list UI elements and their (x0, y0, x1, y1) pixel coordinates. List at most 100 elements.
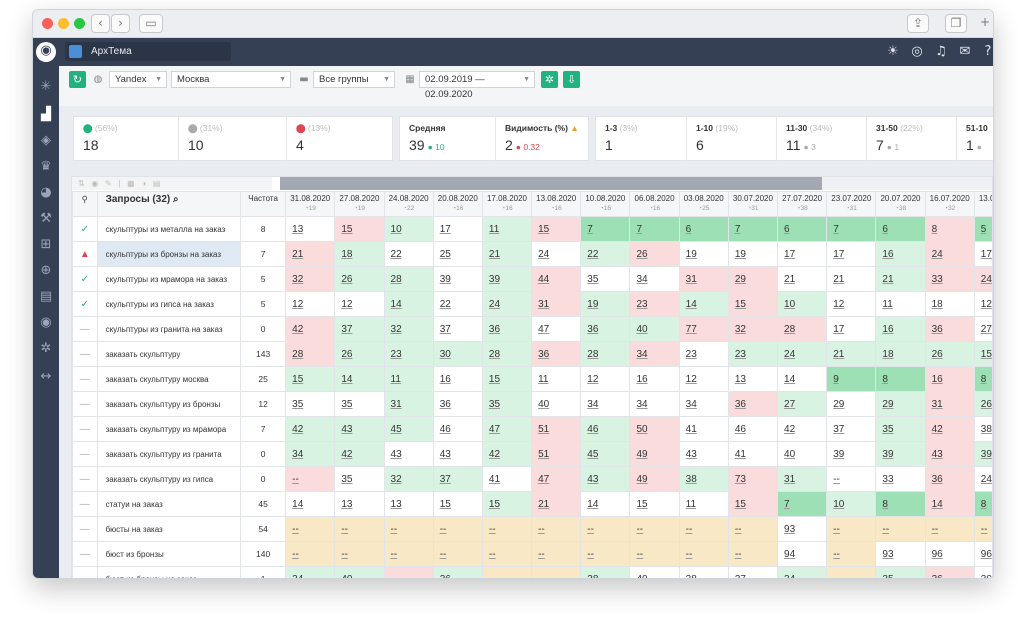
position-cell[interactable]: 16 (875, 241, 926, 267)
position-cell[interactable]: 14 (580, 491, 631, 517)
position-cell[interactable]: 12 (973, 291, 992, 317)
layers-icon[interactable]: ◈ (41, 133, 51, 148)
position-cell[interactable]: 38 (678, 566, 729, 578)
position-cell[interactable]: 42 (777, 416, 828, 442)
support-icon[interactable]: ⊕ (40, 263, 52, 278)
position-cell[interactable]: 16 (629, 366, 680, 392)
position-cell[interactable]: 25 (432, 241, 483, 267)
engine-select[interactable]: Yandex ▼ (109, 71, 167, 88)
date-column-header[interactable]: 06.08.2020 ◔16 (629, 191, 680, 217)
date-column-header[interactable]: 17.08.2020 ◔16 (481, 191, 533, 217)
position-cell[interactable]: 73 (727, 466, 779, 492)
position-cell[interactable]: 17 (432, 216, 483, 242)
position-cell[interactable]: 43 (580, 466, 631, 492)
position-cell[interactable]: 19 (727, 241, 779, 267)
position-cell[interactable]: 17 (826, 241, 877, 267)
position-cell[interactable]: 35 (334, 391, 385, 417)
position-cell[interactable]: 15 (531, 216, 582, 242)
date-column-header[interactable]: 20.08.2020 ◔16 (432, 191, 483, 217)
position-cell[interactable]: 42 (481, 441, 533, 467)
position-cell[interactable]: 14 (777, 366, 828, 392)
position-cell[interactable]: 51 (531, 441, 582, 467)
position-cell[interactable]: 8 (924, 216, 975, 242)
position-cell[interactable]: 49 (629, 466, 680, 492)
position-cell[interactable]: 21 (777, 266, 828, 292)
position-cell[interactable]: -- (481, 566, 533, 578)
position-cell[interactable]: 6 (777, 216, 828, 242)
position-cell[interactable]: 40 (777, 441, 828, 467)
position-cell[interactable]: 15 (432, 491, 483, 517)
date-column-header[interactable]: 27.07.2020 ◔38 (777, 191, 828, 217)
position-cell[interactable]: 37 (334, 316, 385, 342)
sidebar-toggle-icon[interactable]: ▭ (139, 14, 163, 33)
position-cell[interactable]: 40 (629, 566, 680, 578)
position-cell[interactable]: 28 (777, 316, 828, 342)
check-icon[interactable]: ✓ (72, 216, 98, 242)
position-cell[interactable]: 35 (875, 416, 926, 442)
position-cell[interactable]: 36 (924, 566, 975, 578)
position-cell[interactable]: 16 (875, 316, 926, 342)
position-cell[interactable]: 11 (383, 366, 434, 392)
date-column-header[interactable]: 10.08.2020 ◔16 (580, 191, 631, 217)
position-cell[interactable]: 35 (481, 391, 533, 417)
trophy-icon[interactable]: ♛ (40, 159, 52, 174)
position-cell[interactable]: 39 (432, 266, 483, 292)
maximize-window-dot[interactable] (74, 18, 85, 29)
position-cell[interactable]: -- (727, 541, 779, 567)
table-row[interactable]: — скульптуры из гранита на заказ 0 42 37 32 37… (72, 316, 992, 342)
position-cell[interactable]: -- (383, 566, 434, 578)
position-cell[interactable]: 11 (678, 491, 729, 517)
position-cell[interactable]: 17 (777, 241, 828, 267)
position-cell[interactable]: 45 (383, 416, 434, 442)
position-cell[interactable]: 36 (531, 341, 582, 367)
logo-icon[interactable]: ◉ (36, 42, 56, 62)
table-row[interactable]: — заказать скульптуру из мрамора 7 42 43 45 46… (72, 416, 992, 442)
table-row[interactable]: — заказать скульптуру из гипса 0 -- 35 32 37 41… (72, 466, 992, 492)
status-dash-icon[interactable]: — (72, 466, 98, 492)
position-cell[interactable]: 46 (432, 416, 483, 442)
position-cell[interactable]: 77 (678, 316, 729, 342)
position-cell[interactable]: 47 (481, 416, 533, 442)
position-cell[interactable]: 24 (924, 241, 975, 267)
position-cell[interactable]: 36 (924, 466, 975, 492)
date-column-header[interactable]: 23.07.2020 ◔31 (826, 191, 877, 217)
position-cell[interactable]: 8 (973, 491, 992, 517)
date-column-header[interactable]: 13.07.2020 ◔34 (973, 191, 992, 217)
position-cell[interactable]: 15 (973, 341, 992, 367)
position-cell[interactable]: 18 (875, 341, 926, 367)
position-cell[interactable]: 28 (481, 341, 533, 367)
status-dash-icon[interactable]: — (72, 316, 98, 342)
position-cell[interactable]: 7 (629, 216, 680, 242)
position-cell[interactable]: 34 (777, 566, 828, 578)
position-cell[interactable]: 6 (678, 216, 729, 242)
position-cell[interactable]: 45 (580, 441, 631, 467)
position-cell[interactable]: -- (629, 516, 680, 542)
position-cell[interactable]: 35 (285, 391, 336, 417)
position-cell[interactable]: 39 (973, 441, 992, 467)
position-cell[interactable]: 12 (334, 291, 385, 317)
position-cell[interactable]: 22 (580, 241, 631, 267)
position-cell[interactable]: 17 (826, 316, 877, 342)
position-cell[interactable]: 42 (285, 316, 336, 342)
position-cell[interactable]: 24 (531, 241, 582, 267)
check-icon[interactable]: ✓ (72, 266, 98, 292)
position-cell[interactable]: 26 (334, 266, 385, 292)
position-cell[interactable]: 29 (826, 391, 877, 417)
status-dash-icon[interactable]: — (72, 416, 98, 442)
table-row[interactable]: — статуи на заказ 45 14 13 13 15 15 21 14 15 11 15 7 1… (72, 491, 992, 517)
position-cell[interactable]: 13 (727, 366, 779, 392)
position-cell[interactable]: 11 (531, 366, 582, 392)
position-cell[interactable]: 28 (383, 266, 434, 292)
position-cell[interactable]: 39 (875, 441, 926, 467)
position-cell[interactable]: 12 (826, 291, 877, 317)
position-cell[interactable]: 5 (973, 216, 992, 242)
position-cell[interactable]: 46 (727, 416, 779, 442)
share-icon[interactable]: ⇪ (907, 14, 929, 33)
region-select[interactable]: Москва ▼ (171, 71, 291, 88)
position-cell[interactable]: 8 (973, 366, 992, 392)
check-icon[interactable]: ✓ (72, 291, 98, 317)
position-cell[interactable]: 23 (678, 341, 729, 367)
position-cell[interactable]: 39 (826, 441, 877, 467)
table-row[interactable]: ✓ скульптуры из гипса на заказ 5 12 12 14 22 24… (72, 291, 992, 317)
position-cell[interactable]: 36 (432, 391, 483, 417)
